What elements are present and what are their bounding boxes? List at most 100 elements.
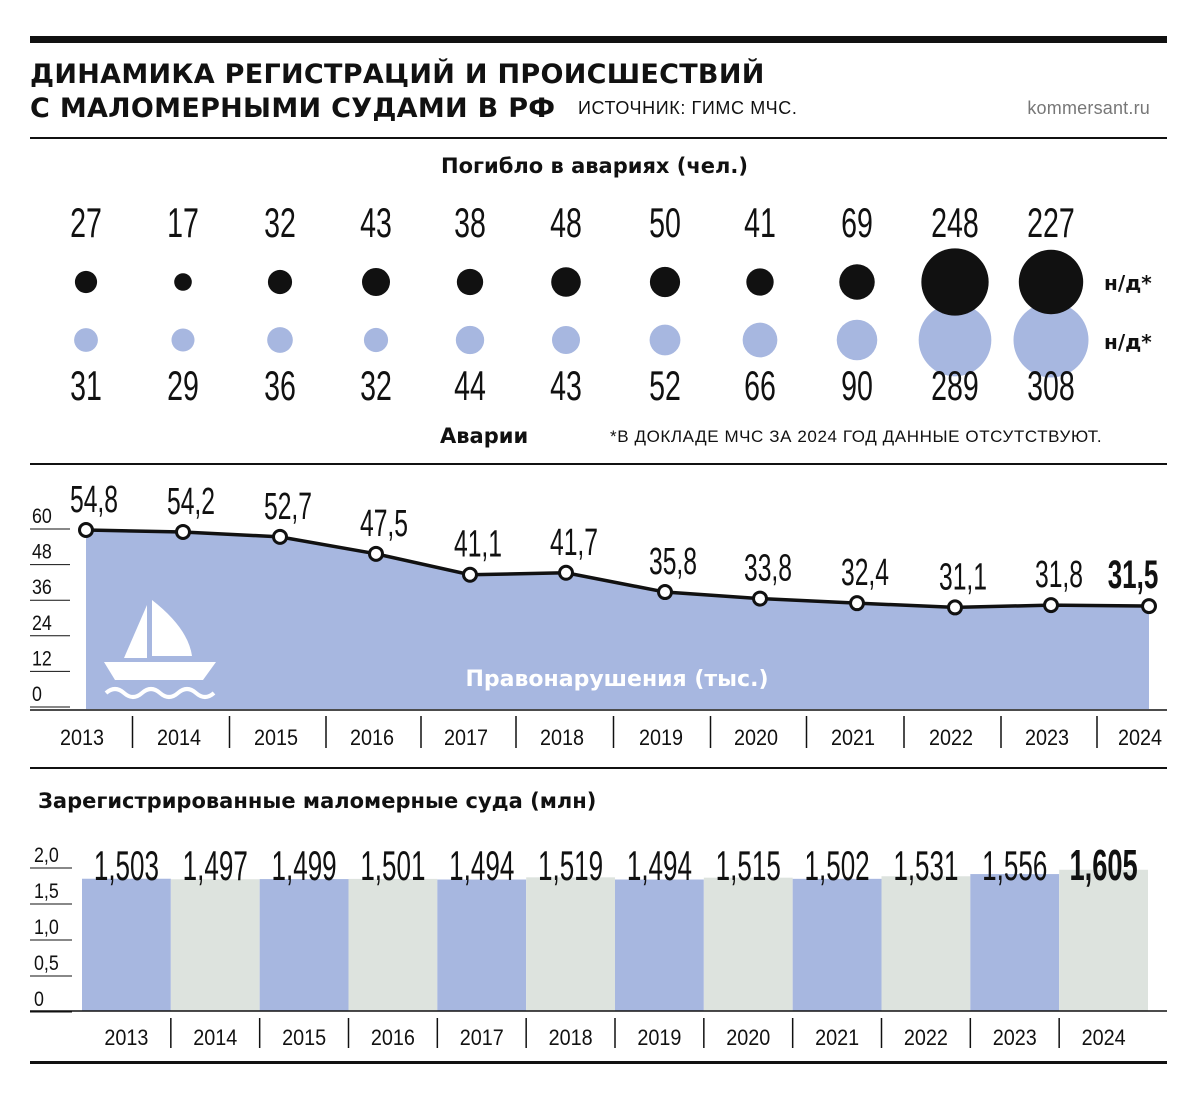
footnote: *В ДОКЛАДЕ МЧС ЗА 2024 ГОД ДАННЫЕ ОТСУТС… [610,427,1103,446]
area-value-label: 35,8 [649,540,697,583]
accidents-bubble [742,322,778,358]
bar [881,876,971,1011]
area-xtick-label: 2020 [734,726,778,750]
area-value-label: 32,4 [841,551,889,594]
area-point [752,590,768,607]
source-note: ИСТОЧНИК: ГИМС МЧС. [578,98,798,118]
bar-value-label: 1,605 [1069,840,1137,889]
divider-1 [30,137,1167,139]
area-value-label: 33,8 [744,546,792,589]
sail-left [124,605,147,658]
accidents-bubble [74,328,98,352]
bar-ytick-label: 1,5 [34,880,59,904]
area-point [849,595,865,612]
area-xtick-label: 2017 [444,726,488,750]
area-value-label: 47,5 [360,501,408,544]
bar [703,877,793,1011]
bar [526,877,615,1011]
bar-value-label: 1,494 [627,843,692,890]
area-value-label: 54,2 [167,480,215,523]
site-credit: kommersant.ru [1027,98,1150,118]
bar-value-label: 1,499 [272,843,337,890]
top-rule [30,36,1167,43]
bar-value-label: 1,531 [893,843,958,890]
deaths-value-label: 248 [931,198,979,246]
bar-xtick-label: 2021 [815,1026,859,1050]
accidents-bubble [836,319,878,361]
area-point [1141,598,1157,615]
accidents-bubble [551,325,581,355]
bar-xtick-label: 2017 [460,1026,504,1050]
deaths-bubble [839,264,875,300]
wave-1 [104,687,216,699]
area-value-label: 41,7 [550,520,598,563]
deaths-bubble [456,268,484,296]
bar [970,874,1060,1011]
bar [259,879,349,1011]
area-value-label: 52,7 [264,484,312,527]
area-value-label: 41,1 [454,522,502,565]
bar-xtick-label: 2020 [726,1026,770,1050]
accidents-value-label: 44 [454,361,486,409]
deaths-bubble [551,267,581,297]
area-xtick-label: 2018 [540,726,584,750]
area-point [1043,597,1059,614]
area-ytick-label: 12 [32,647,52,671]
bar [792,878,882,1011]
deaths-bubble [746,268,774,296]
accidents-value-label: 308 [1027,361,1075,409]
deaths-missing-label: н/д* [1104,271,1152,295]
accidents-bubble [363,327,389,353]
accidents-missing-label: н/д* [1104,330,1152,354]
bar-xtick-label: 2023 [993,1026,1037,1050]
sailboat-icon [104,600,216,680]
page-title-line1: ДИНАМИКА РЕГИСТРАЦИЙ И ПРОИСШЕСТВИЙ [30,59,765,90]
bar-value-label: 1,515 [716,843,781,890]
accidents-value-label: 66 [744,361,776,409]
bar-value-label: 1,519 [538,843,603,890]
area-xtick-label: 2015 [254,726,298,750]
bar-xtick-label: 2019 [637,1026,681,1050]
accidents-value-label: 43 [550,361,582,409]
bar-value-label: 1,503 [94,843,159,890]
bar-xtick-label: 2013 [104,1026,148,1050]
area-point [558,564,574,581]
accidents-value-label: 289 [931,361,979,409]
area-point [657,584,673,601]
area-ytick-label: 24 [32,611,52,635]
area-value-label: 31,1 [939,555,987,598]
deaths-bubble [361,267,391,297]
divider-2 [30,463,1167,465]
hull [104,662,216,680]
area-xtick-label: 2024 [1118,726,1162,750]
bar [348,878,438,1011]
bar-xtick-label: 2024 [1082,1026,1126,1050]
deaths-value-label: 48 [550,198,582,246]
deaths-value-label: 43 [360,198,392,246]
area-ytick-label: 0 [32,683,42,707]
accidents-value-label: 36 [264,361,296,409]
deaths-bubble [267,269,293,295]
area-line [85,528,1150,610]
accidents-value-label: 31 [70,361,102,409]
deaths-value-label: 227 [1027,198,1075,246]
bar-ytick-label: 2,0 [34,844,59,868]
bar-xtick-label: 2018 [549,1026,593,1050]
deaths-value-label: 50 [649,198,681,246]
bottom-rule [30,1061,1167,1064]
bar-xtick-label: 2016 [371,1026,415,1050]
page-title-line2: С МАЛОМЕРНЫМИ СУДАМИ В РФ [30,93,556,124]
accidents-bubble [455,325,485,355]
deaths-value-label: 38 [454,198,486,246]
deaths-title: Погибло в авариях (чел.) [441,154,749,178]
bar [82,878,171,1011]
area-ytick-label: 60 [32,505,52,529]
area-ytick-label: 36 [32,576,52,600]
accidents-bubble [267,327,293,353]
bar-value-label: 1,502 [805,843,870,890]
bar-ytick-label: 1,0 [34,916,59,940]
deaths-value-label: 41 [744,198,776,246]
bar-xtick-label: 2015 [282,1026,326,1050]
bar [437,879,527,1011]
